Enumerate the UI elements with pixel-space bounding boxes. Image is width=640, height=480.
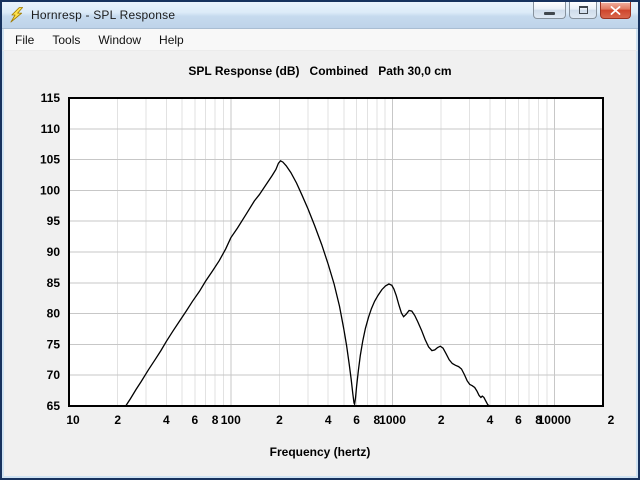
x-tick-label: 4 [487,413,494,427]
x-tick-label: 8 [212,413,219,427]
x-tick-label: 6 [515,413,522,427]
menu-item-help[interactable]: Help [159,32,184,47]
x-tick-label: 2 [438,413,445,427]
y-tick-label: 90 [47,245,61,259]
window-title: Hornresp - SPL Response [31,8,176,22]
window-controls [533,2,631,19]
x-tick-label: 4 [163,413,170,427]
chart-title: SPL Response (dB) Combined Path 30,0 cm [188,64,452,78]
menu-bar: File Tools Window Help [2,29,638,51]
x-tick-label: 6 [192,413,199,427]
x-tick-label: 8 [374,413,381,427]
y-tick-label: 105 [40,153,60,167]
x-tick-label: 2 [276,413,283,427]
x-tick-label: 2 [114,413,121,427]
minimize-button[interactable] [533,2,566,19]
x-tick-label: 100 [221,413,241,427]
plot-border [68,97,604,407]
spl-curve [125,159,491,406]
chart-client-area: SPL Response (dB) Combined Path 30,0 cm … [2,51,638,478]
x-tick-label: 8 [535,413,542,427]
y-tick-label: 115 [41,91,61,105]
menu-item-file[interactable]: File [15,32,35,47]
y-tick-label: 95 [47,214,61,228]
close-button[interactable] [600,2,631,19]
y-tick-label: 85 [47,276,61,290]
close-icon [610,5,621,15]
y-tick-label: 110 [41,122,61,136]
titlebar[interactable]: Hornresp - SPL Response [2,2,638,29]
y-tick-label: 100 [40,183,60,197]
y-tick-label: 65 [47,399,61,413]
lightning-bolt-icon[interactable] [9,7,24,23]
menu-item-tools[interactable]: Tools [52,32,81,47]
y-tick-label: 80 [47,307,61,321]
x-tick-label: 6 [353,413,360,427]
x-axis-label: Frequency (hertz) [269,445,371,459]
x-tick-label: 10 [66,413,80,427]
menu-item-window[interactable]: Window [98,32,142,47]
maximize-icon [578,6,588,14]
y-tick-label: 70 [47,368,61,382]
x-tick-label: 1000 [379,413,406,427]
minimize-icon [544,12,555,15]
x-tick-label: 4 [325,413,332,427]
x-tick-label: 2 [608,413,615,427]
x-tick-label: 10000 [538,413,572,427]
maximize-button[interactable] [569,2,597,19]
y-tick-label: 75 [47,337,61,351]
